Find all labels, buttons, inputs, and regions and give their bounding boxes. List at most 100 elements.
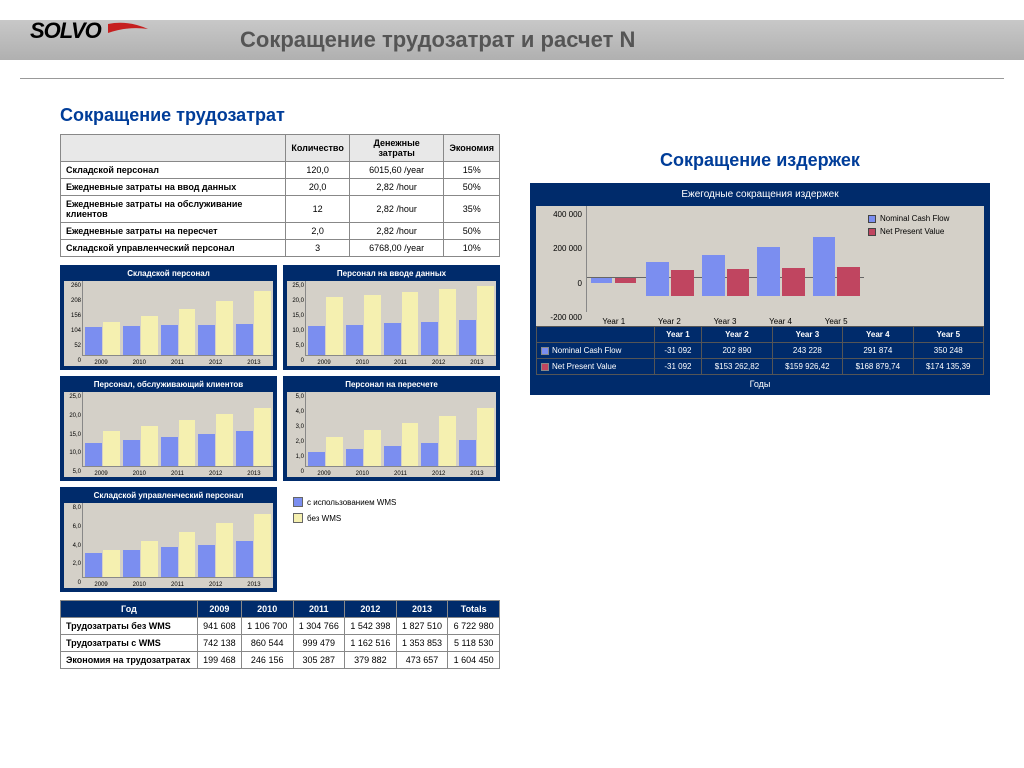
- labor-cell: 3: [286, 240, 349, 257]
- mini-chart-body: 26020815610452020092010201120122013: [64, 281, 273, 366]
- bar-without-wms: [364, 295, 381, 355]
- bar-with-wms: [459, 440, 476, 466]
- bt-cell: 305 287: [293, 652, 345, 669]
- bar-with-wms: [198, 325, 215, 355]
- mini-chart: Персонал, обслуживающий клиентов25,020,0…: [60, 376, 277, 481]
- bar-without-wms: [254, 514, 271, 577]
- bt-cell: 199 468: [197, 652, 241, 669]
- cost-plot-area: [586, 206, 864, 312]
- bar-without-wms: [179, 309, 196, 355]
- legend-nominal: Nominal Cash Flow: [868, 214, 980, 223]
- bar-with-wms: [85, 327, 102, 355]
- legend-npv: Net Present Value: [868, 227, 980, 236]
- mini-chart-title: Складской управленческий персонал: [64, 491, 273, 500]
- bar-with-wms: [346, 449, 363, 466]
- labor-cell: 6768,00 /year: [349, 240, 444, 257]
- cdt-label: Net Present Value: [537, 359, 655, 375]
- labor-th: Экономия: [444, 135, 500, 162]
- labor-cell: 50%: [444, 179, 500, 196]
- divider: [20, 78, 1004, 79]
- bar-without-wms: [254, 291, 271, 355]
- bar-without-wms: [179, 532, 196, 577]
- labor-title: Сокращение трудозатрат: [60, 105, 500, 126]
- cdt-cell: 243 228: [772, 343, 842, 359]
- bt-cell: 860 544: [241, 635, 293, 652]
- bar-with-wms: [198, 545, 215, 577]
- bt-cell: Трудозатраты с WMS: [61, 635, 198, 652]
- cost-title: Сокращение издержек: [530, 150, 990, 171]
- bar-without-wms: [141, 541, 158, 577]
- cdt-th: Year 1: [654, 327, 702, 343]
- labor-cell: 50%: [444, 223, 500, 240]
- bar-without-wms: [141, 426, 158, 466]
- labor-table: КоличествоДенежные затратыЭкономия Склад…: [60, 134, 500, 257]
- cost-bar-nominal: [757, 247, 780, 297]
- cost-legend: Nominal Cash Flow Net Present Value: [864, 206, 984, 326]
- labor-cell: 2,82 /hour: [349, 196, 444, 223]
- labor-th: Количество: [286, 135, 349, 162]
- bar-without-wms: [254, 408, 271, 466]
- mini-chart-title: Персонал на вводе данных: [287, 269, 496, 278]
- bar-without-wms: [326, 437, 343, 466]
- bar-without-wms: [477, 408, 494, 466]
- labor-th: [61, 135, 286, 162]
- bar-with-wms: [123, 440, 140, 466]
- bar-with-wms: [161, 325, 178, 355]
- bt-th: 2009: [197, 601, 241, 618]
- bt-cell: 999 479: [293, 635, 345, 652]
- bar-without-wms: [402, 292, 419, 355]
- bt-cell: 1 106 700: [241, 618, 293, 635]
- bar-with-wms: [346, 325, 363, 355]
- cost-bar-npv: [671, 270, 694, 296]
- labor-cell: 2,82 /hour: [349, 223, 444, 240]
- cdt-cell: $159 926,42: [772, 359, 842, 375]
- bt-th: Totals: [448, 601, 500, 618]
- mini-chart: Персонал на пересчете5,04,03,02,01,00200…: [283, 376, 500, 481]
- bt-th: Год: [61, 601, 198, 618]
- cdt-cell: 291 874: [843, 343, 913, 359]
- cost-data-table: Year 1Year 2Year 3Year 4Year 5 Nominal C…: [536, 326, 984, 375]
- header-bar: Сокращение трудозатрат и расчет N: [0, 20, 1024, 60]
- bt-cell: 1 304 766: [293, 618, 345, 635]
- cost-chart: Ежегодные сокращения издержек 400 000200…: [530, 183, 990, 395]
- bar-with-wms: [384, 323, 401, 355]
- labor-panel: Сокращение трудозатрат КоличествоДенежны…: [60, 105, 500, 669]
- bt-cell: 1 604 450: [448, 652, 500, 669]
- bar-with-wms: [308, 326, 325, 355]
- cost-bar-npv: [837, 267, 860, 297]
- mini-chart-body: 5,04,03,02,01,0020092010201120122013: [287, 392, 496, 477]
- logo-swoosh-icon: [108, 20, 148, 38]
- cdt-cell: 350 248: [913, 343, 983, 359]
- bar-without-wms: [103, 322, 120, 355]
- labor-cell: Ежедневные затраты на обслуживание клиен…: [61, 196, 286, 223]
- mini-chart: Складской управленческий персонал8,06,04…: [60, 487, 277, 592]
- bt-th: 2013: [396, 601, 448, 618]
- mini-chart: Персонал на вводе данных25,020,015,010,0…: [283, 265, 500, 370]
- bar-with-wms: [85, 443, 102, 466]
- cost-x-labels: Year 1Year 2Year 3Year 4Year 5: [586, 317, 864, 326]
- bt-cell: 379 882: [345, 652, 397, 669]
- bt-cell: 1 353 853: [396, 635, 448, 652]
- bar-with-wms: [308, 452, 325, 466]
- bt-cell: 742 138: [197, 635, 241, 652]
- bt-cell: Трудозатраты без WMS: [61, 618, 198, 635]
- labor-cell: Ежедневные затраты на ввод данных: [61, 179, 286, 196]
- logo-text: SOLVO: [30, 18, 101, 43]
- cdt-th: Year 2: [702, 327, 772, 343]
- labor-cell: 6015,60 /year: [349, 162, 444, 179]
- bar-without-wms: [179, 420, 196, 466]
- page-title: Сокращение трудозатрат и расчет N: [240, 27, 635, 53]
- bt-cell: 1 542 398: [345, 618, 397, 635]
- bar-without-wms: [326, 297, 343, 355]
- labor-cell: 12: [286, 196, 349, 223]
- bar-without-wms: [439, 289, 456, 355]
- cdt-cell: $153 262,82: [702, 359, 772, 375]
- bt-cell: 1 827 510: [396, 618, 448, 635]
- cdt-cell: -31 092: [654, 359, 702, 375]
- labor-cell: Складской управленческий персонал: [61, 240, 286, 257]
- labor-cell: 120,0: [286, 162, 349, 179]
- labor-cell: 35%: [444, 196, 500, 223]
- bt-cell: Экономия на трудозатратах: [61, 652, 198, 669]
- bt-cell: 473 657: [396, 652, 448, 669]
- bt-th: 2010: [241, 601, 293, 618]
